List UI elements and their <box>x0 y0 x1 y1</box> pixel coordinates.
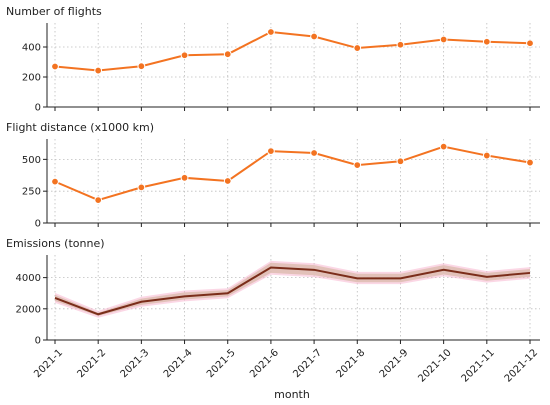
x-tick-label: 2021-4 <box>162 347 195 380</box>
x-tick-label: 2021-2 <box>75 347 108 380</box>
data-point <box>396 157 405 166</box>
data-point <box>267 28 275 36</box>
data-point <box>137 183 146 192</box>
panel-2: 0 250 500 <box>22 139 540 230</box>
x-tick-label: 2021-10 <box>416 347 453 384</box>
x-axis-label: month <box>274 388 310 401</box>
data-point <box>353 44 362 52</box>
x-tick-label: 2021-6 <box>248 347 281 380</box>
x-tick-label: 2021-12 <box>503 347 540 384</box>
data-point <box>94 196 103 204</box>
data-point <box>137 62 146 71</box>
data-point <box>51 177 59 186</box>
y-tick-label: 250 <box>22 187 41 198</box>
y-tick-label: 2000 <box>16 304 41 315</box>
y-tick-label: 0 <box>35 336 41 347</box>
data-point <box>353 161 362 169</box>
series-line <box>54 145 531 202</box>
panel-2-title: Flight distance (x1000 km) <box>6 121 154 134</box>
y-tick-label: 400 <box>22 43 41 54</box>
data-point <box>223 50 232 59</box>
data-point <box>439 35 448 44</box>
data-point <box>482 37 491 46</box>
x-tick-label: 2021-5 <box>205 347 238 380</box>
y-tick-label: 0 <box>35 219 41 230</box>
panel-1: 0 200 400 <box>22 23 540 114</box>
y-tick-label: 200 <box>22 73 41 84</box>
x-tick-label: 2021-8 <box>335 347 368 380</box>
series-line <box>54 266 531 316</box>
panel-3-title: Emissions (tonne) <box>6 237 105 250</box>
data-point <box>180 173 189 182</box>
panel-3: 0 2000 4000 2021-1 2021-2 2021-3 2021-4 2021-5 2… <box>16 255 540 385</box>
data-point <box>439 142 448 151</box>
x-tick-label: 2021-9 <box>378 347 411 380</box>
series-line <box>54 30 531 72</box>
data-point <box>482 151 491 160</box>
data-point <box>51 62 59 71</box>
data-point <box>310 149 318 157</box>
x-tick-label: 2021-3 <box>119 347 152 380</box>
data-point <box>526 158 534 167</box>
panel-1-title: Number of flights <box>6 5 102 18</box>
y-tick-label: 0 <box>35 103 41 114</box>
data-point <box>267 147 275 155</box>
data-point <box>94 66 103 75</box>
y-tick-label: 4000 <box>16 273 41 284</box>
y-tick-label: 500 <box>22 155 41 166</box>
x-tick-label: 2021-7 <box>291 347 324 380</box>
data-point <box>396 40 405 49</box>
data-point <box>180 51 189 60</box>
confidence-band <box>55 262 530 316</box>
data-point <box>310 32 318 41</box>
x-tick-label: 2021-11 <box>460 347 497 384</box>
x-tick-label: 2021-1 <box>32 347 65 380</box>
data-point <box>526 39 534 48</box>
data-point <box>223 177 232 185</box>
